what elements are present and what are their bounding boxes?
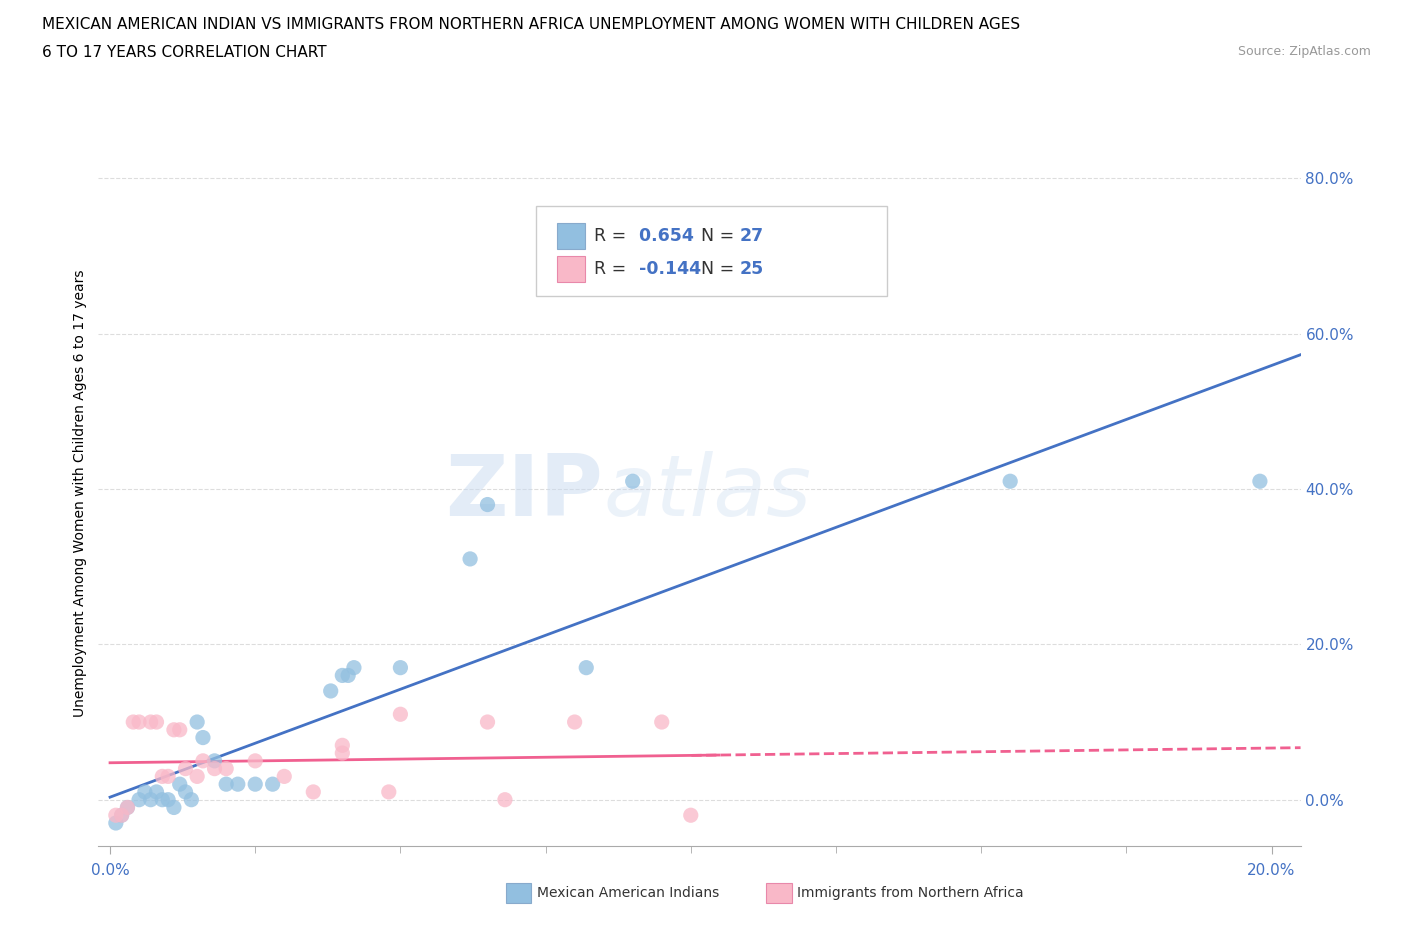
Text: 0.654: 0.654 — [633, 227, 695, 246]
Point — [157, 792, 180, 807]
Point — [145, 714, 167, 729]
Point — [389, 660, 412, 675]
Point — [564, 714, 586, 729]
Point — [163, 800, 186, 815]
Text: Source: ZipAtlas.com: Source: ZipAtlas.com — [1237, 45, 1371, 58]
Point — [337, 668, 360, 683]
Point — [150, 792, 173, 807]
Point — [319, 684, 342, 698]
Point — [621, 473, 644, 488]
Point — [111, 808, 134, 823]
Point — [145, 785, 167, 800]
Point — [215, 761, 238, 776]
Point — [128, 792, 150, 807]
Point — [128, 714, 150, 729]
Text: Immigrants from Northern Africa: Immigrants from Northern Africa — [797, 885, 1024, 900]
Point — [273, 769, 295, 784]
Text: N =: N = — [700, 260, 734, 278]
Point — [477, 714, 499, 729]
Point — [1249, 473, 1271, 488]
Point — [117, 800, 139, 815]
Point — [651, 714, 673, 729]
Text: atlas: atlas — [603, 451, 811, 535]
Point — [104, 808, 127, 823]
Point — [245, 753, 267, 768]
Point — [111, 808, 134, 823]
Point — [191, 730, 214, 745]
Point — [150, 769, 173, 784]
Point — [389, 707, 412, 722]
Point — [191, 753, 214, 768]
Text: R =: R = — [593, 260, 626, 278]
Point — [575, 660, 598, 675]
Point — [679, 808, 702, 823]
Point — [262, 777, 284, 791]
Point — [186, 714, 208, 729]
Text: N =: N = — [700, 227, 734, 246]
Text: -0.144: -0.144 — [633, 260, 702, 278]
Point — [458, 551, 481, 566]
Point — [174, 785, 197, 800]
Point — [330, 668, 353, 683]
Point — [139, 714, 162, 729]
Text: MEXICAN AMERICAN INDIAN VS IMMIGRANTS FROM NORTHERN AFRICA UNEMPLOYMENT AMONG WO: MEXICAN AMERICAN INDIAN VS IMMIGRANTS FR… — [42, 17, 1021, 32]
Point — [186, 769, 208, 784]
Text: Mexican American Indians: Mexican American Indians — [537, 885, 720, 900]
Text: 25: 25 — [740, 260, 765, 278]
Text: ZIP: ZIP — [446, 451, 603, 535]
Point — [180, 792, 202, 807]
Point — [330, 737, 353, 752]
Point — [104, 816, 127, 830]
Point — [998, 473, 1021, 488]
Point — [204, 753, 226, 768]
Point — [302, 785, 325, 800]
Text: 27: 27 — [740, 227, 765, 246]
Point — [494, 792, 516, 807]
Point — [330, 746, 353, 761]
Text: 6 TO 17 YEARS CORRELATION CHART: 6 TO 17 YEARS CORRELATION CHART — [42, 45, 326, 60]
Point — [477, 498, 499, 512]
Point — [169, 777, 191, 791]
Point — [204, 761, 226, 776]
Point — [139, 792, 162, 807]
Text: R =: R = — [593, 227, 626, 246]
Point — [157, 769, 180, 784]
Point — [117, 800, 139, 815]
Point — [226, 777, 249, 791]
Point — [122, 714, 145, 729]
Point — [215, 777, 238, 791]
Point — [174, 761, 197, 776]
Point — [134, 785, 156, 800]
Point — [169, 723, 191, 737]
Point — [343, 660, 366, 675]
Point — [245, 777, 267, 791]
Point — [378, 785, 401, 800]
Y-axis label: Unemployment Among Women with Children Ages 6 to 17 years: Unemployment Among Women with Children A… — [73, 269, 87, 717]
Point — [163, 723, 186, 737]
